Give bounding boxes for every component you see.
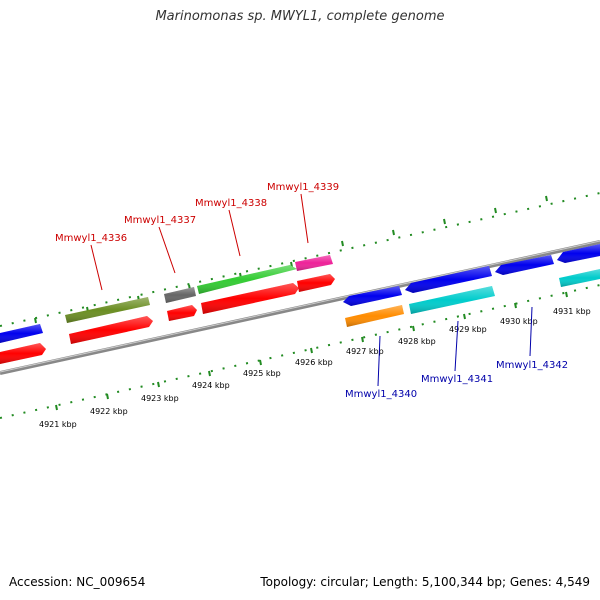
leader-line xyxy=(158,226,176,274)
forward-genes-row1 xyxy=(0,274,335,364)
gene-label-mmwyl1-4342: Mmwyl1_4342 xyxy=(496,360,568,371)
axis-tick xyxy=(514,302,517,309)
gene-label-mmwyl1-4337: Mmwyl1_4337 xyxy=(124,215,196,226)
axis-tick-labels: 4921 kbp 4922 kbp 4923 kbp 4924 kbp 4925… xyxy=(39,307,591,429)
axis-tick xyxy=(565,291,568,298)
genome-stats: Topology: circular; Length: 5,100,344 bp… xyxy=(260,575,590,589)
forward-genes-row2 xyxy=(65,255,333,323)
reverse-genes-row2 xyxy=(345,269,600,327)
gene-label-mmwyl1-4338: Mmwyl1_4338 xyxy=(195,198,267,209)
track-tick xyxy=(494,207,497,214)
axis-ticks xyxy=(55,291,568,411)
axis-tick xyxy=(208,370,211,377)
tick-label: 4925 kbp xyxy=(243,369,281,378)
axis-tick xyxy=(310,347,313,354)
genome-backbone xyxy=(0,240,600,375)
gene-label-mmwyl1-4339: Mmwyl1_4339 xyxy=(267,182,339,193)
axis-tick xyxy=(55,404,58,411)
genome-backbone-highlight xyxy=(0,240,600,373)
gene-label-mmwyl1-4336: Mmwyl1_4336 xyxy=(55,233,127,244)
track-tick xyxy=(545,195,548,202)
tick-label: 4922 kbp xyxy=(90,407,128,416)
tick-label: 4921 kbp xyxy=(39,420,77,429)
axis-tick xyxy=(463,313,466,320)
reverse-genes-row1 xyxy=(343,244,600,306)
tick-label: 4929 kbp xyxy=(449,325,487,334)
tick-label: 4931 kbp xyxy=(553,307,591,316)
leader-line xyxy=(377,335,381,387)
leader-line xyxy=(300,193,309,244)
axis-tick xyxy=(412,325,415,332)
tick-label: 4924 kbp xyxy=(192,381,230,390)
forward-gene-labels: Mmwyl1_4336 Mmwyl1_4337 Mmwyl1_4338 Mmwy… xyxy=(55,182,339,291)
reverse-gene-labels: Mmwyl1_4340 Mmwyl1_4341 Mmwyl1_4342 xyxy=(345,306,568,400)
track-tick xyxy=(341,240,344,247)
axis-tick xyxy=(157,381,160,388)
leader-line xyxy=(90,244,103,291)
gene-label-mmwyl1-4340: Mmwyl1_4340 xyxy=(345,389,417,400)
track-tick xyxy=(443,218,446,225)
map-title: Marinomonas sp. MWYL1, complete genome xyxy=(155,9,445,24)
axis-tick xyxy=(259,359,262,366)
accession-text: Accession: NC_009654 xyxy=(9,575,146,589)
leader-line xyxy=(228,209,241,257)
tick-label: 4927 kbp xyxy=(346,347,384,356)
tick-label: 4928 kbp xyxy=(398,337,436,346)
axis-tick xyxy=(361,336,364,343)
gene-label-mmwyl1-4341: Mmwyl1_4341 xyxy=(421,374,493,385)
tick-label: 4923 kbp xyxy=(141,394,179,403)
track-tick xyxy=(392,229,395,236)
outer-track-ticks xyxy=(34,195,548,324)
leader-line xyxy=(454,320,459,372)
track-tick xyxy=(34,317,37,324)
tick-label: 4926 kbp xyxy=(295,358,333,367)
axis-tick xyxy=(106,393,109,400)
leader-line xyxy=(529,306,533,357)
tick-label: 4930 kbp xyxy=(500,317,538,326)
